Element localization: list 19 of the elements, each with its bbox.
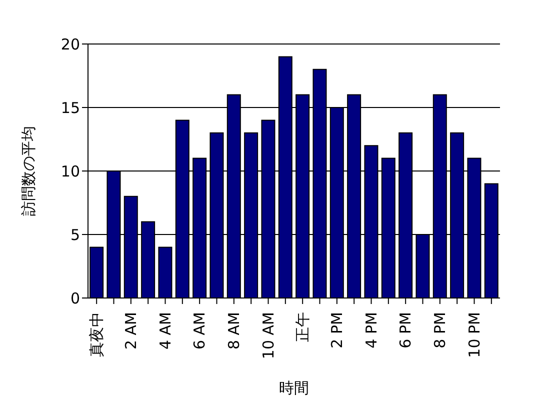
y-tick-label: 20 [60, 35, 80, 54]
x-tick-label: 2 AM [122, 312, 140, 350]
x-axis-title: 時間 [279, 379, 309, 397]
y-tick-label: 5 [70, 226, 80, 244]
x-tick-label: 2 PM [328, 312, 346, 348]
x-tick-label: 6 AM [190, 312, 209, 350]
x-tick-label: 正午 [294, 312, 312, 342]
y-tick-label: 15 [60, 98, 80, 117]
y-axis-title: 訪問数の平均 [19, 126, 38, 216]
x-tick-label: 8 PM [430, 312, 449, 348]
y-tick-label: 0 [70, 289, 80, 308]
x-tick-label: 4 AM [156, 312, 174, 350]
y-tick-label: 10 [60, 162, 80, 180]
x-tick-label: 10 PM [465, 312, 484, 358]
x-tick-label: 真夜中 [88, 312, 106, 357]
x-tick-label: 10 AM [259, 312, 278, 360]
x-tick-label: 4 PM [362, 312, 380, 348]
x-tick-label: 6 PM [396, 312, 415, 348]
x-tick-label: 8 AM [224, 312, 243, 350]
